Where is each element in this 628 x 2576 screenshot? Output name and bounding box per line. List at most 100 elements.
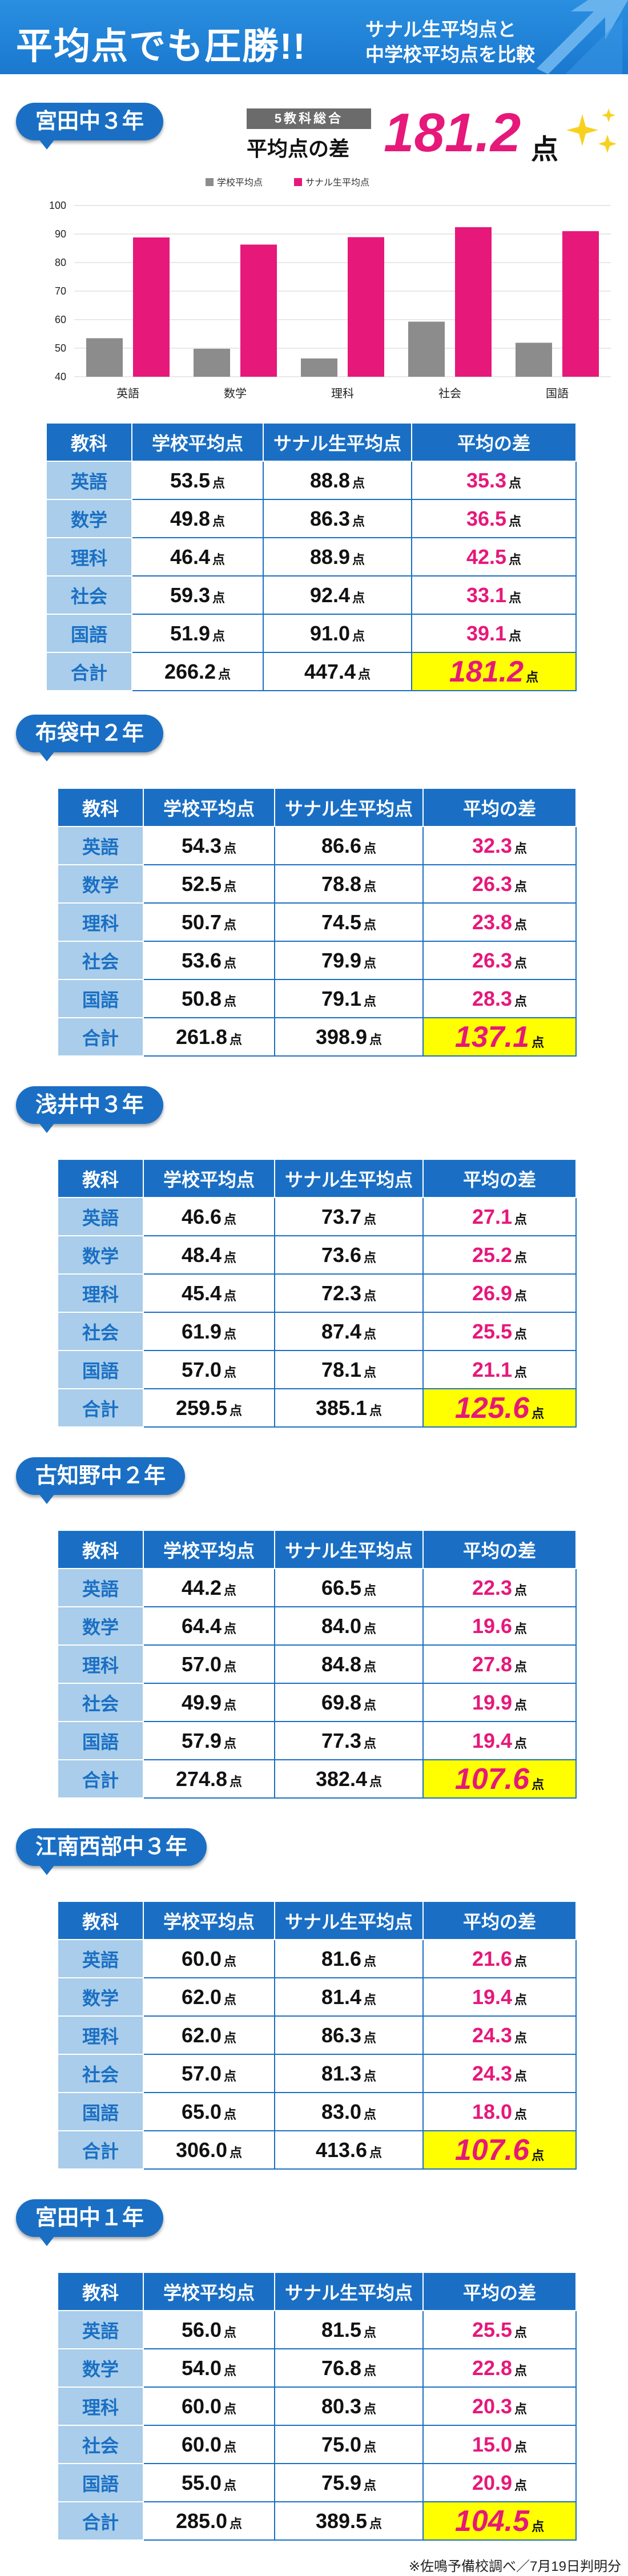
score-unit: 点	[224, 1212, 237, 1227]
difference-cell: 125.6 点	[422, 1388, 577, 1428]
school-average-cell: 285.0 点	[143, 2501, 275, 2541]
score-value: 137.1	[454, 1020, 530, 1054]
y-tick-label: 70	[55, 285, 66, 297]
score-unit: 点	[224, 1736, 237, 1751]
score-value: 62.0	[181, 2023, 222, 2047]
difference-cell: 24.3 点	[422, 2015, 577, 2055]
x-tick-label: 英語	[116, 387, 139, 400]
score-unit: 点	[364, 1954, 377, 1969]
table-row: 理科 57.0 点 84.8 点 27.8 点	[57, 1644, 577, 1684]
difference-cell: 28.3 点	[422, 979, 577, 1018]
score-value: 22.3	[472, 1575, 513, 1599]
column-header: サナル生平均点	[274, 1901, 424, 1940]
sanaru-average-cell: 72.3 点	[274, 1273, 424, 1313]
score-unit: 点	[224, 2107, 237, 2122]
score-unit: 点	[514, 994, 528, 1009]
school-average-cell: 51.9 点	[131, 614, 264, 653]
difference-cell: 18.0 点	[422, 2092, 577, 2131]
subject-cell: 英語	[57, 1568, 144, 1607]
difference-cell: 15.0 点	[422, 2425, 577, 2464]
sanaru-average-cell: 76.8 点	[274, 2348, 424, 2388]
column-header: 教科	[57, 1530, 144, 1569]
chart-bar	[194, 349, 230, 377]
school-average-cell: 60.0 点	[143, 2386, 275, 2426]
school-average-cell: 261.8 点	[143, 1017, 275, 1057]
score-value: 81.3	[321, 2061, 362, 2085]
score-value: 50.7	[181, 910, 222, 934]
score-value: 81.5	[321, 2317, 362, 2341]
score-value: 57.0	[181, 1357, 222, 1381]
score-unit: 点	[514, 1736, 528, 1751]
score-unit: 点	[224, 1288, 237, 1303]
score-value: 86.6	[321, 833, 362, 857]
table-row: 国語 57.9 点 77.3 点 19.4 点	[57, 1721, 577, 1760]
score-unit: 点	[224, 1621, 237, 1636]
subject-cell: 合計	[57, 2130, 144, 2170]
subject-cell: 英語	[46, 461, 132, 500]
subject-cell: 理科	[46, 537, 132, 577]
school-average-cell: 306.0 点	[143, 2130, 275, 2170]
school-average-cell: 274.8 点	[143, 1759, 275, 1799]
column-header: 平均の差	[411, 422, 577, 462]
score-value: 72.3	[321, 1281, 362, 1305]
score-unit: 点	[224, 2478, 237, 2493]
score-unit: 点	[224, 994, 237, 1009]
subject-cell: 理科	[57, 2386, 144, 2426]
score-value: 28.3	[472, 986, 513, 1010]
chart-bar	[301, 358, 337, 377]
score-value: 56.0	[181, 2317, 222, 2341]
score-unit: 点	[514, 2325, 528, 2340]
score-value: 52.5	[181, 872, 222, 896]
table-row: 数学 62.0 点 81.4 点 19.4 点	[57, 1977, 577, 2017]
score-unit: 点	[224, 2030, 237, 2045]
difference-cell: 35.3 点	[411, 461, 577, 500]
score-unit: 点	[514, 2478, 528, 2493]
score-unit: 点	[514, 1288, 528, 1303]
score-unit: 点	[224, 956, 237, 970]
score-value: 75.9	[321, 2470, 362, 2494]
x-tick-label: 数学	[224, 387, 247, 400]
up-right-arrow-icon	[537, 0, 628, 74]
school-label: 宮田中１年	[16, 2199, 164, 2246]
x-tick-label: 社会	[438, 387, 461, 400]
difference-cell: 22.3 点	[422, 1568, 577, 1607]
table-row: 理科 45.4 点 72.3 点 26.9 点	[57, 1273, 577, 1313]
score-value: 75.0	[321, 2432, 362, 2456]
school-average-cell: 57.0 点	[143, 2054, 275, 2093]
score-value: 107.6	[454, 2133, 530, 2167]
column-header: 学校平均点	[131, 422, 264, 462]
sanaru-average-cell: 78.1 点	[274, 1350, 424, 1389]
score-value: 78.1	[321, 1357, 362, 1381]
chart-bar	[240, 244, 277, 377]
table-row: 社会 61.9 点 87.4 点 25.5 点	[57, 1312, 577, 1351]
score-value: 87.4	[321, 1319, 362, 1343]
difference-cell: 181.2 点	[411, 652, 577, 691]
subject-cell: 国語	[57, 979, 144, 1018]
column-header: 平均の差	[422, 1530, 577, 1569]
table-header-row: 教科 学校平均点 サナル生平均点 平均の差	[57, 788, 577, 827]
school-label: 江南西部中３年	[16, 1828, 207, 1875]
score-unit: 点	[364, 879, 377, 894]
chart-bar	[516, 342, 552, 377]
score-value: 84.0	[321, 1614, 362, 1638]
table-row: 英語 54.3 点 86.6 点 32.3 点	[57, 826, 577, 865]
score-unit: 点	[514, 1992, 528, 2007]
column-header: サナル生平均点	[274, 2272, 424, 2311]
score-unit: 点	[364, 1365, 377, 1380]
difference-cell: 25.2 点	[422, 1235, 577, 1275]
score-value: 19.4	[472, 1728, 513, 1752]
score-value: 36.5	[466, 506, 507, 530]
score-unit: 点	[514, 841, 528, 856]
score-table: 教科 学校平均点 サナル生平均点 平均の差 英語 53.5 点 88.8 点 35.3 点数学 49.…	[46, 422, 577, 691]
table-row: 国語 55.0 点 75.9 点 20.9 点	[57, 2463, 577, 2502]
difference-cell: 137.1 点	[422, 1017, 577, 1057]
school-average-cell: 57.0 点	[143, 1644, 275, 1684]
score-value: 261.8	[175, 1025, 228, 1049]
subject-cell: 理科	[57, 902, 144, 942]
subject-cell: 数学	[46, 499, 132, 538]
school-average-cell: 60.0 点	[143, 2425, 275, 2464]
score-unit: 点	[509, 590, 522, 605]
score-unit: 点	[514, 879, 528, 894]
score-unit: 点	[364, 841, 377, 856]
score-value: 26.9	[472, 1281, 513, 1305]
